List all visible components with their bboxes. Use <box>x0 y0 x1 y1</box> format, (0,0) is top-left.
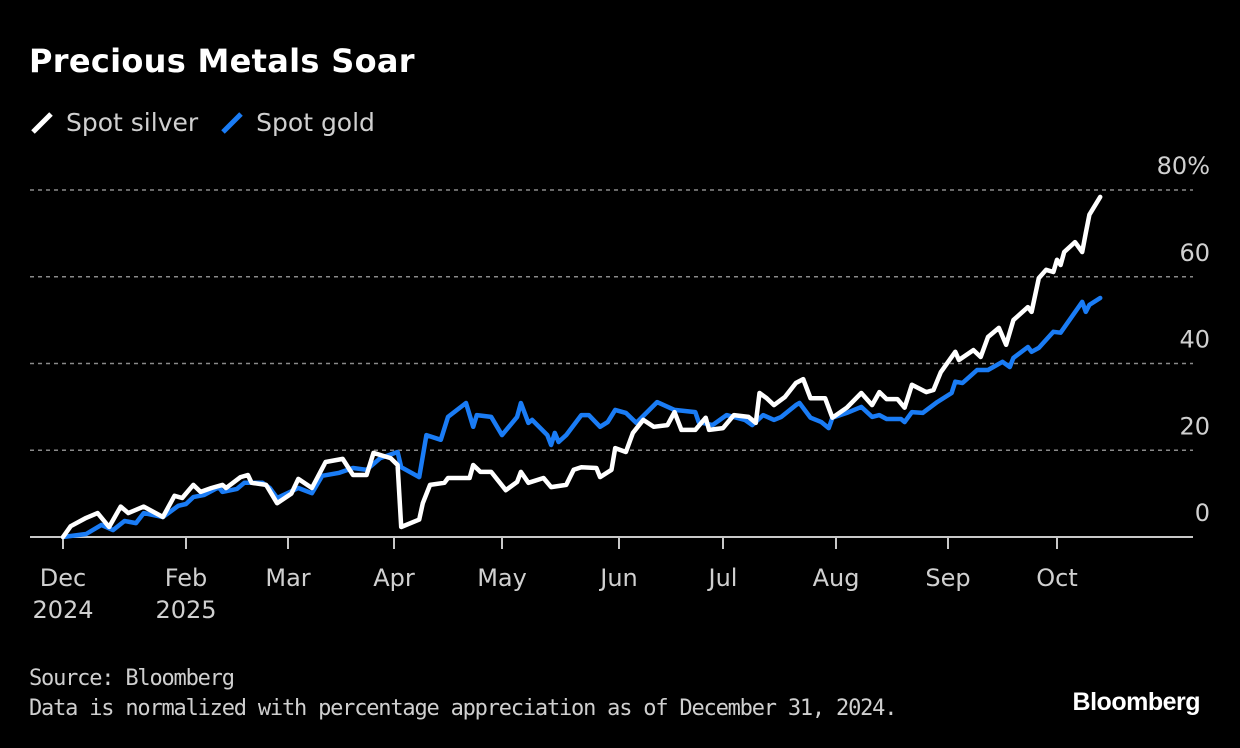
x-tick-label: Sep <box>925 564 970 592</box>
bloomberg-logo: Bloomberg <box>1072 688 1201 716</box>
y-tick-label: 40 <box>1179 326 1210 354</box>
legend-item-gold: Spot gold <box>220 108 375 137</box>
x-tick-label: Jun <box>598 564 638 592</box>
source-note: Source: Bloomberg <box>29 666 235 691</box>
x-tick-sublabel: 2025 <box>155 596 216 624</box>
y-tick-label: 20 <box>1179 412 1210 440</box>
x-tick-label: Mar <box>265 564 310 592</box>
x-tick-label: Apr <box>373 564 415 592</box>
x-tick-label: Feb <box>165 564 208 592</box>
y-tick-label: 60 <box>1179 239 1210 267</box>
y-tick-label: 80% <box>1157 152 1210 180</box>
series-line-spot-gold <box>60 295 1103 540</box>
chart-title: Precious Metals Soar <box>29 42 415 80</box>
x-tick-label: Aug <box>813 564 860 592</box>
legend-item-silver: Spot silver <box>30 108 198 137</box>
data-note: Data is normalized with percentage appre… <box>29 696 897 721</box>
x-tick-label: Oct <box>1036 564 1078 592</box>
x-tick-sublabel: 2024 <box>32 596 93 624</box>
series-line-spot-silver <box>60 194 1103 540</box>
footer: Source: Bloomberg Data is normalized wit… <box>29 664 897 724</box>
legend-label-silver: Spot silver <box>66 108 199 137</box>
x-tick-label: Dec <box>40 564 86 592</box>
x-tick-label: May <box>477 564 527 592</box>
y-tick-label: 0 <box>1195 499 1210 527</box>
x-tick-label: Jul <box>707 564 738 592</box>
legend-label-gold: Spot gold <box>256 108 375 137</box>
legend-swatch-gold <box>221 111 243 134</box>
legend-swatch-silver <box>31 111 53 134</box>
legend: Spot silver Spot gold <box>30 108 397 137</box>
